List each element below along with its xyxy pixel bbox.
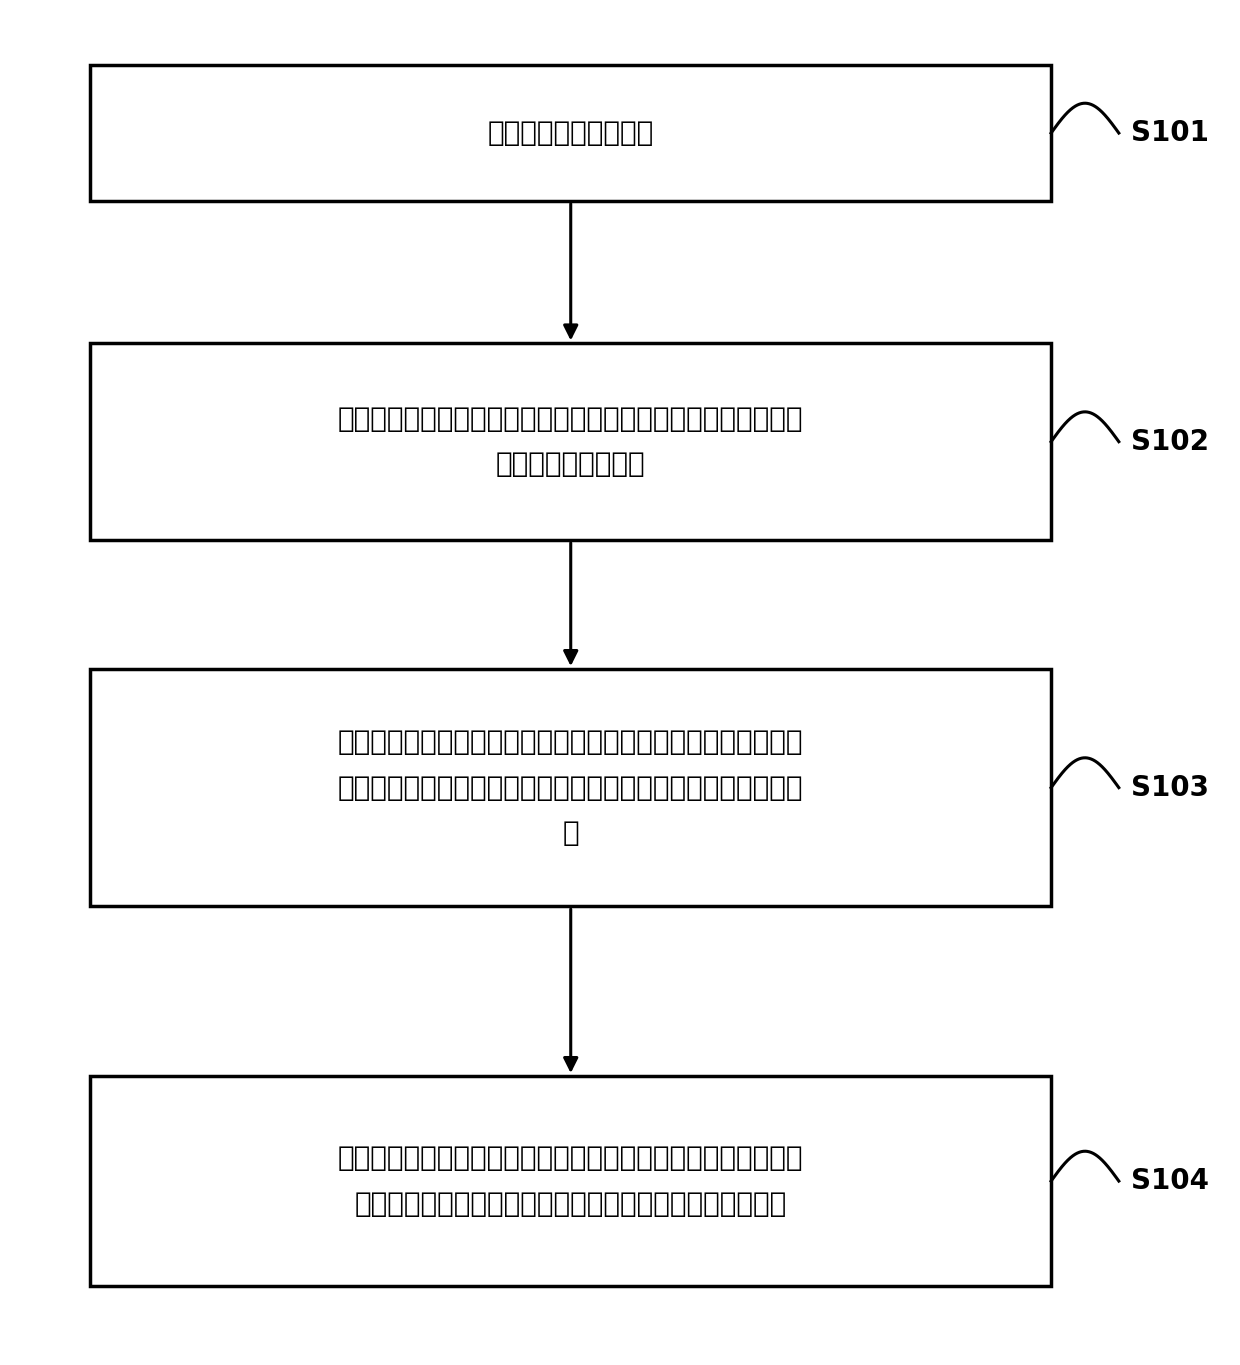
Bar xyxy=(91,669,1052,906)
Text: S103: S103 xyxy=(1131,774,1209,801)
Text: 当监测到温度值达到第一预设阈值时，根据各应用进程的运行状
态值，从所有应用进程中确定出导致移动终端发热的目标应用进
程: 当监测到温度值达到第一预设阈值时，根据各应用进程的运行状 态值，从所有应用进程中… xyxy=(339,728,804,848)
Text: S104: S104 xyxy=(1131,1167,1209,1196)
Bar xyxy=(91,344,1052,541)
Text: S102: S102 xyxy=(1131,427,1209,456)
Text: 输出目标应用进程对应的高温报警信息，高温报警信息用于提示
用户目标应用进程对应的应用程序导致移动终端的温度过高: 输出目标应用进程对应的高温报警信息，高温报警信息用于提示 用户目标应用进程对应的… xyxy=(339,1144,804,1218)
Text: 在监测过程中，分别统计移动终端上当前正在运行的所有应用进
程各自的运行状态值: 在监测过程中，分别统计移动终端上当前正在运行的所有应用进 程各自的运行状态值 xyxy=(339,405,804,479)
Bar xyxy=(91,66,1052,201)
Bar xyxy=(91,1076,1052,1286)
Text: 监测移动终端的温度值: 监测移动终端的温度值 xyxy=(487,119,653,147)
Text: S101: S101 xyxy=(1131,119,1209,147)
